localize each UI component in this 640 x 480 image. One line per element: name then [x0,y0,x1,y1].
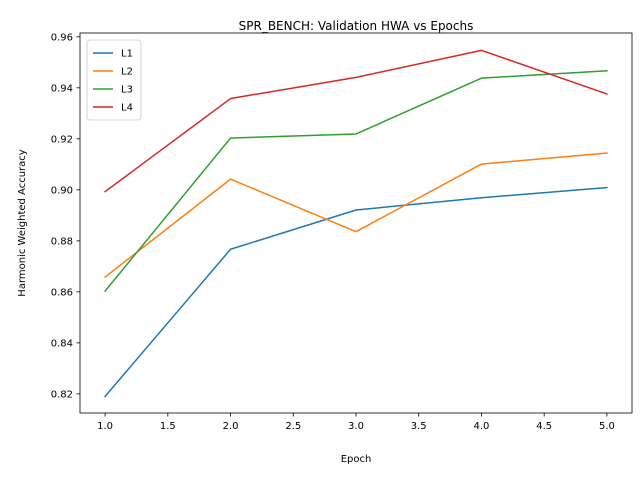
y-tick-label: 0.88 [51,236,73,247]
x-tick-label: 2.5 [285,421,301,432]
x-tick-label: 5.0 [599,421,615,432]
series-line-l2 [104,152,608,279]
x-axis: 1.0 1.5 2.0 2.5 3.0 3.5 4.0 4.5 5.0 [97,413,615,432]
y-tick-label: 0.90 [51,185,73,196]
x-tick-label: 4.0 [474,421,490,432]
x-tick-label: 2.0 [223,421,239,432]
legend-label-l4: L4 [121,103,133,114]
x-tick-label: 1.5 [160,421,176,432]
legend-label-l3: L3 [121,85,133,96]
y-tick-label: 0.82 [51,389,73,400]
y-tick-label: 0.96 [51,32,73,43]
chart-title: SPR_BENCH: Validation HWA vs Epochs [239,19,474,33]
y-tick-label: 0.94 [51,83,73,94]
plot-area [79,32,633,414]
x-axis-label: Epoch [341,454,372,465]
legend-label-l2: L2 [121,67,133,78]
x-tick-label: 3.0 [348,421,364,432]
series-line-l4 [104,49,608,193]
y-tick-label: 0.86 [51,287,73,298]
y-tick-label: 0.92 [51,134,73,145]
x-tick-label: 1.0 [97,421,113,432]
legend: L1 L2 L3 L4 [86,39,142,121]
legend-label-l1: L1 [121,49,133,60]
x-tick-label: 3.5 [411,421,427,432]
legend-box [86,39,142,121]
series-line-l3 [104,69,608,293]
x-tick-label: 4.5 [536,421,552,432]
y-tick-label: 0.84 [51,338,73,349]
y-axis: 0.82 0.84 0.86 0.88 0.90 0.92 0.94 0.96 [51,32,80,400]
series-line-l1 [104,186,608,398]
y-axis-label: Harmonic Weighted Accuracy [17,149,28,296]
plot-frame [79,32,633,414]
